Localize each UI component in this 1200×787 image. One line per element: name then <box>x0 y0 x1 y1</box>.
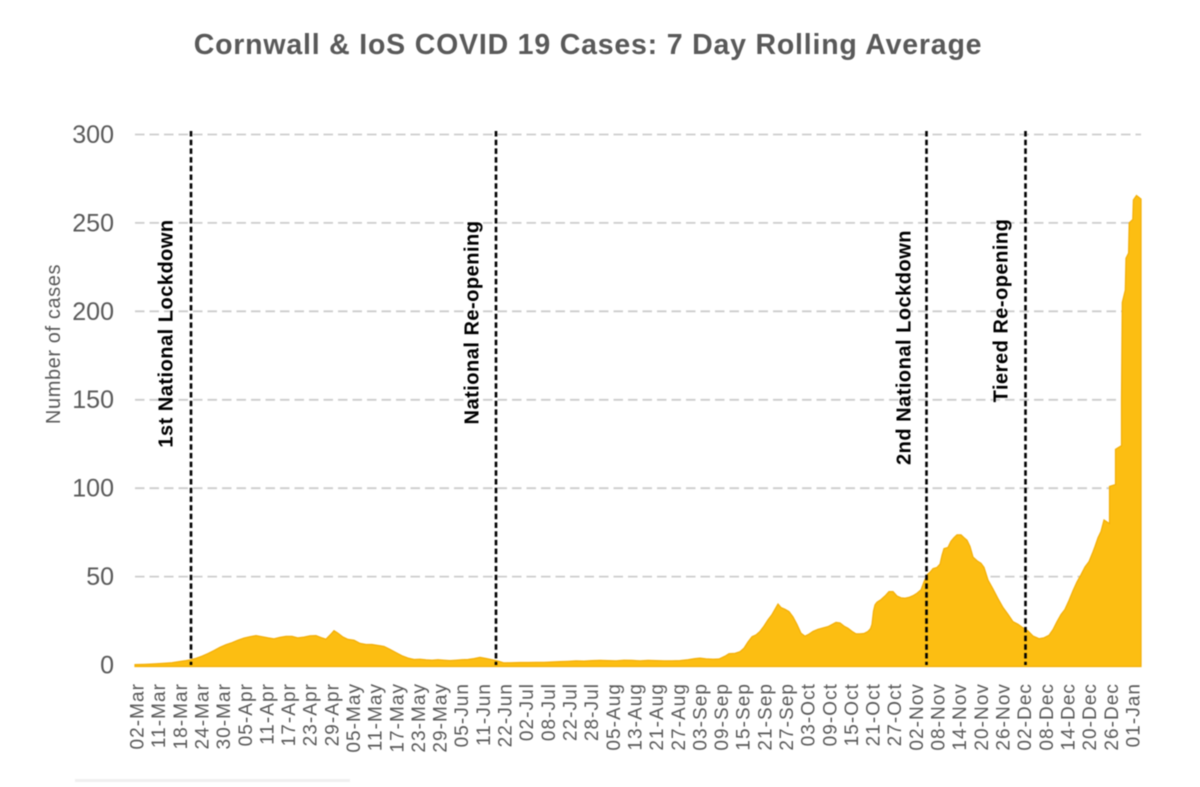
svg-text:02-Nov: 02-Nov <box>907 683 928 751</box>
svg-text:13-Aug: 13-Aug <box>626 683 647 751</box>
svg-text:21-Sep: 21-Sep <box>755 683 776 751</box>
svg-text:20-Nov: 20-Nov <box>972 683 993 751</box>
svg-text:22-Jun: 22-Jun <box>496 683 517 747</box>
svg-text:09-Oct: 09-Oct <box>820 683 841 746</box>
svg-text:150: 150 <box>72 386 114 414</box>
svg-text:300: 300 <box>72 121 114 149</box>
svg-text:250: 250 <box>72 209 114 237</box>
svg-text:23-May: 23-May <box>409 683 430 753</box>
svg-text:08-Nov: 08-Nov <box>929 683 950 751</box>
svg-text:26-Nov: 26-Nov <box>994 683 1015 751</box>
svg-text:05-May: 05-May <box>344 683 365 753</box>
svg-text:05-Aug: 05-Aug <box>604 683 625 751</box>
svg-text:03-Oct: 03-Oct <box>799 683 820 746</box>
svg-text:14-Nov: 14-Nov <box>950 683 971 751</box>
svg-text:15-Sep: 15-Sep <box>734 683 755 751</box>
svg-text:30-Mar: 30-Mar <box>214 683 235 749</box>
svg-text:22-Jul: 22-Jul <box>561 683 582 741</box>
svg-text:Cornwall & IoS COVID 19 Cases:: Cornwall & IoS COVID 19 Cases: 7 Day Rol… <box>194 29 983 61</box>
svg-text:0: 0 <box>100 652 114 680</box>
svg-text:200: 200 <box>72 298 114 326</box>
svg-text:17-Apr: 17-Apr <box>279 683 300 746</box>
svg-text:14-Dec: 14-Dec <box>1058 683 1079 751</box>
svg-text:02-Dec: 02-Dec <box>1015 683 1036 751</box>
svg-text:50: 50 <box>86 563 114 591</box>
svg-text:24-Mar: 24-Mar <box>192 683 213 749</box>
svg-text:100: 100 <box>72 475 114 503</box>
svg-text:Number of cases: Number of cases <box>43 264 65 424</box>
svg-text:15-Oct: 15-Oct <box>842 683 863 746</box>
svg-text:02-Mar: 02-Mar <box>128 683 149 749</box>
svg-text:2nd National Lockdown: 2nd National Lockdown <box>894 230 916 465</box>
svg-text:11-Mar: 11-Mar <box>149 683 170 748</box>
svg-text:08-Jul: 08-Jul <box>539 683 560 741</box>
svg-text:29-May: 29-May <box>431 683 452 753</box>
svg-text:05-Jun: 05-Jun <box>452 683 473 747</box>
svg-text:23-Apr: 23-Apr <box>301 683 322 746</box>
svg-text:27-Sep: 27-Sep <box>777 683 798 751</box>
svg-text:21-Oct: 21-Oct <box>864 683 885 746</box>
svg-text:28-Jul: 28-Jul <box>582 683 603 741</box>
svg-text:03-Sep: 03-Sep <box>690 683 711 751</box>
svg-text:20-Dec: 20-Dec <box>1080 683 1101 751</box>
svg-text:05-Apr: 05-Apr <box>236 683 257 746</box>
svg-text:26-Dec: 26-Dec <box>1102 683 1123 751</box>
svg-text:1st National Lockdown: 1st National Lockdown <box>156 219 178 447</box>
svg-text:18-Mar: 18-Mar <box>171 683 192 749</box>
svg-text:29-Apr: 29-Apr <box>322 683 343 746</box>
svg-text:02-Jul: 02-Jul <box>517 683 538 741</box>
svg-text:Tiered Re-opening: Tiered Re-opening <box>991 219 1013 403</box>
svg-text:09-Sep: 09-Sep <box>712 683 733 751</box>
svg-text:National Re-opening: National Re-opening <box>462 221 484 425</box>
svg-text:11-Jun: 11-Jun <box>474 683 495 746</box>
svg-text:11-May: 11-May <box>366 683 387 751</box>
svg-text:17-May: 17-May <box>387 683 408 753</box>
svg-text:21-Aug: 21-Aug <box>647 683 668 751</box>
svg-text:01-Jan: 01-Jan <box>1123 683 1144 747</box>
svg-text:27-Aug: 27-Aug <box>669 683 690 751</box>
svg-text:27-Oct: 27-Oct <box>885 683 906 746</box>
svg-text:11-Apr: 11-Apr <box>257 683 278 745</box>
svg-text:08-Dec: 08-Dec <box>1037 683 1058 751</box>
